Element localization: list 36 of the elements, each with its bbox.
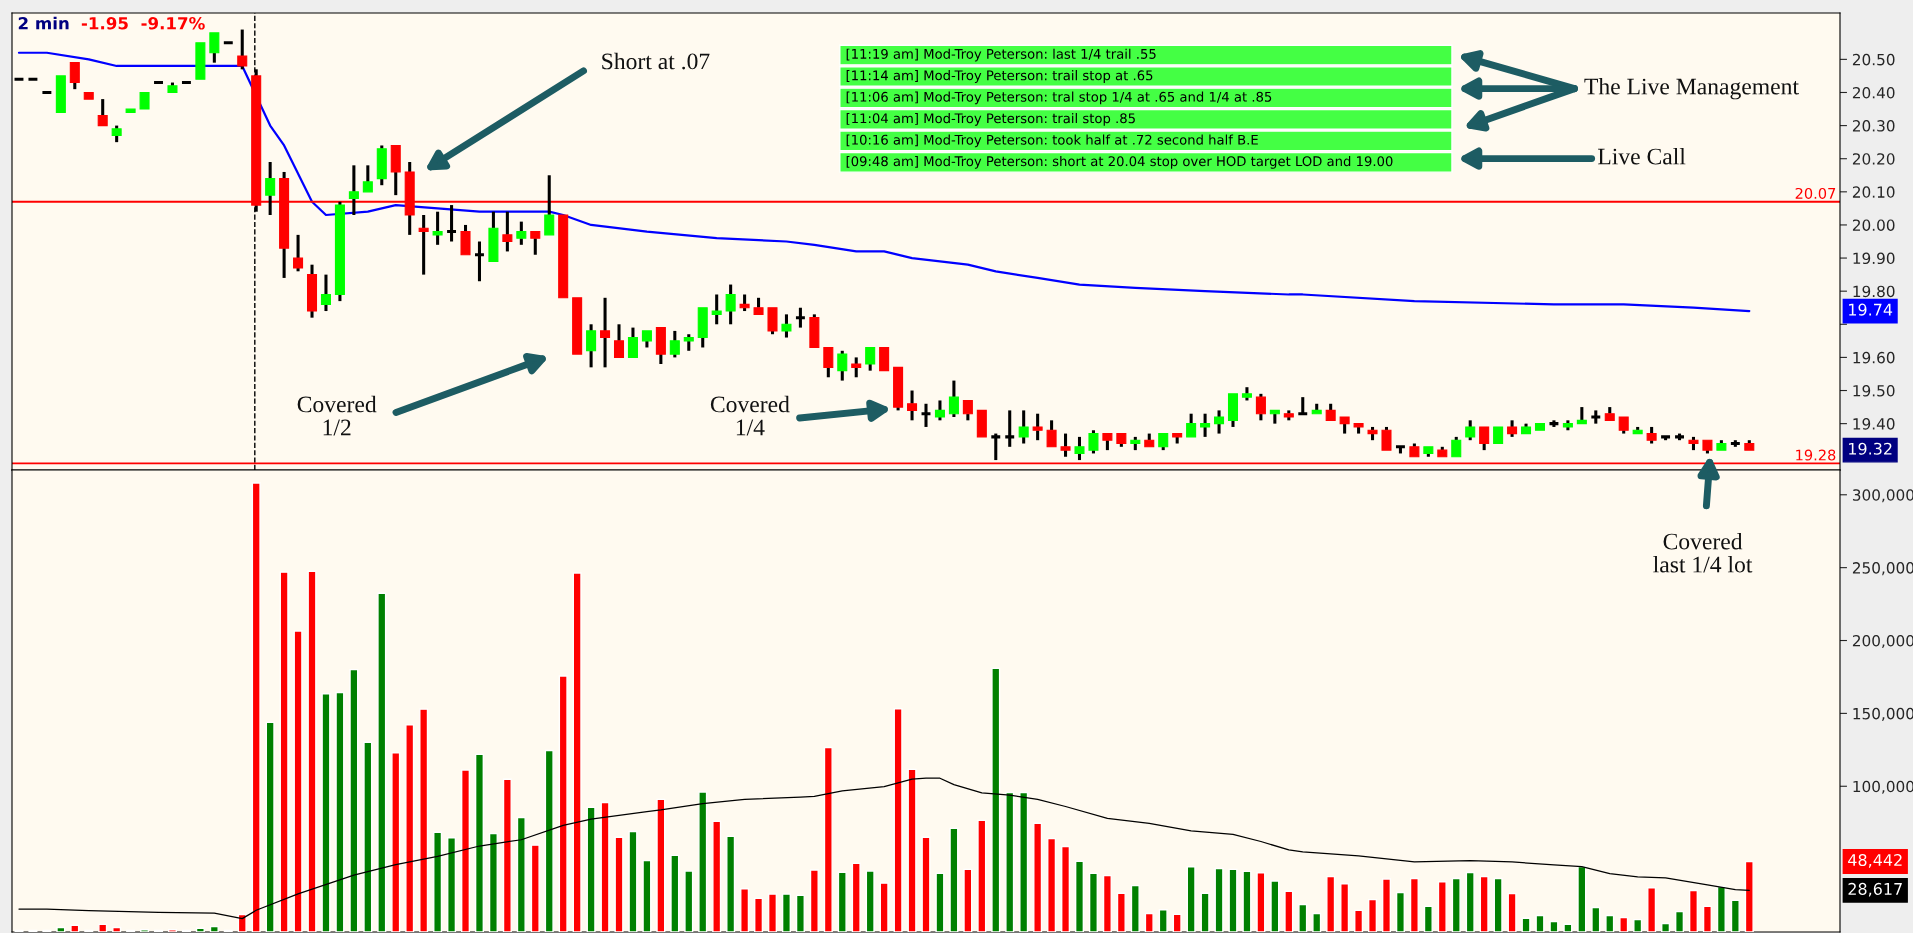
y-tick-label: 19.40 — [1853, 418, 1895, 430]
annotation: [11:04 am] Mod-Troy Peterson: trail stop .85 — [846, 113, 1135, 126]
annotation: [09:48 am] Mod-Troy Peterson: short at 20.04 stop over HOD target LOD and 19.00 — [846, 155, 1393, 169]
annotation: [10:16 am] Mod-Troy Peterson: took half at .72 second half B.E — [846, 134, 1258, 148]
annotation: The Live Management — [1584, 77, 1799, 100]
y-tick-label: 19.80 — [1853, 285, 1895, 298]
text: 28,617 — [1848, 882, 1902, 897]
text: 19.74 — [1849, 303, 1893, 316]
y-tick-label: 250,000 — [1852, 562, 1913, 576]
annotation: [11:19 am] Mod-Troy Peterson: last 1/4 trail .55 — [846, 48, 1156, 62]
chart-title: 2 min — [18, 16, 69, 30]
annotation: Live Call — [1598, 147, 1686, 165]
y-tick-label: 20.10 — [1852, 186, 1895, 198]
y-tick-label: 20.40 — [1852, 86, 1895, 99]
text: 19.32 — [1849, 442, 1892, 455]
text: 48,442 — [1848, 854, 1902, 868]
y-tick-label: 200,000 — [1852, 634, 1913, 649]
ref-line-label: 19.28 — [1796, 449, 1836, 461]
y-tick-label: 100,000 — [1853, 780, 1913, 794]
annotation: Covered 1/4 — [710, 395, 790, 436]
y-tick-label: 20.00 — [1852, 219, 1895, 231]
annotation: Covered 1/2 — [297, 395, 377, 436]
y-tick-label: 300,000 — [1852, 489, 1913, 503]
y-tick-label: 19.90 — [1853, 252, 1895, 265]
ref-line-label: 20.07 — [1795, 187, 1836, 199]
annotation: [11:14 am] Mod-Troy Peterson: trail stop at .65 — [846, 70, 1153, 83]
annotation: Short at .07 — [602, 52, 710, 70]
y-tick-label: 20.30 — [1852, 120, 1895, 132]
annotation: [11:06 am] Mod-Troy Peterson: tral stop 1/4 at .65 and 1/4 at .85 — [846, 91, 1272, 105]
y-tick-label: 20.50 — [1852, 53, 1895, 66]
chart-subtitle: -1.95 -9.17% — [81, 16, 205, 30]
y-tick-label: 19.50 — [1853, 384, 1895, 397]
y-tick-label: 150,000 — [1853, 707, 1913, 721]
y-tick-label: 20.20 — [1852, 153, 1895, 165]
annotation: Covered last 1/4 lot — [1653, 532, 1753, 573]
y-tick-label: 19.60 — [1853, 351, 1895, 364]
